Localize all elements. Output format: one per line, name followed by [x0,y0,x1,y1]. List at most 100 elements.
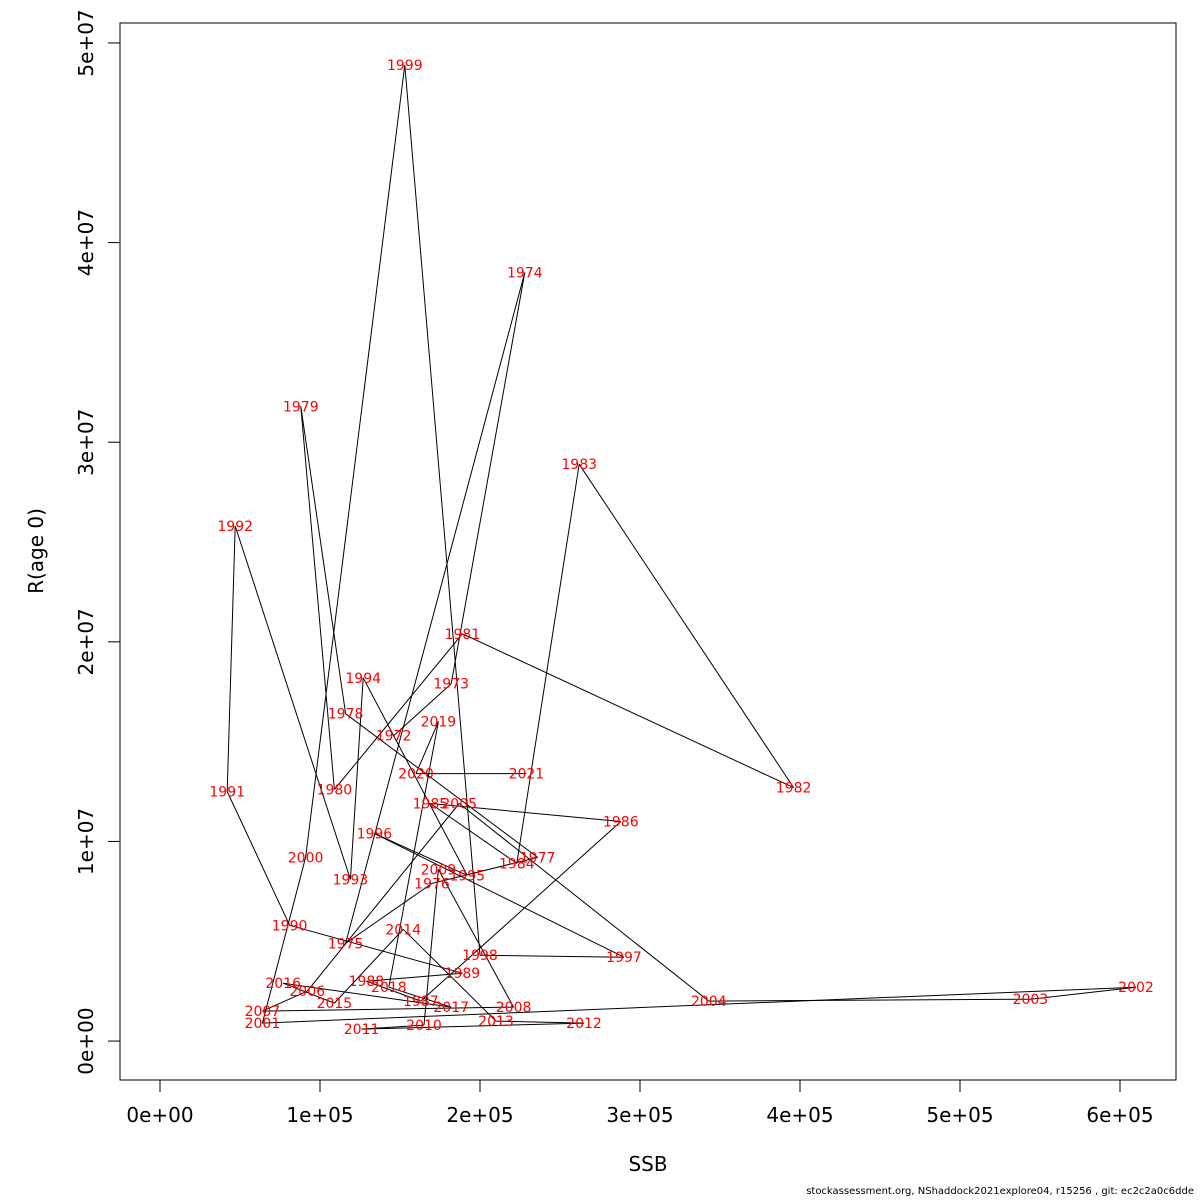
x-tick-label: 4e+05 [766,1103,833,1127]
path-segment-2014-2015 [334,928,404,1004]
point-label-2016: 2016 [265,976,301,992]
point-label-1984: 1984 [499,856,535,872]
point-label-1976: 1976 [414,876,450,892]
point-label-2005: 2005 [441,797,477,813]
path-segment-1985-1986 [430,803,621,822]
path-segment-1973-1974 [450,272,526,684]
point-label-1996: 1996 [357,827,393,843]
path-segment-2017-2018 [388,986,452,1008]
path-segment-1989-1990 [289,924,463,974]
point-label-1981: 1981 [445,627,481,643]
path-segment-1998-1999 [404,64,481,956]
path-segment-1991-1992 [226,525,236,792]
series-lines [226,64,1137,1030]
y-tick-label: 1e+07 [74,808,98,875]
x-tick-label: 5e+05 [926,1103,993,1127]
point-label-2014: 2014 [385,922,421,938]
point-label-2019: 2019 [421,715,457,731]
path-segment-1980-1981 [334,633,463,790]
point-label-2007: 2007 [245,1004,281,1020]
path-segment-2003-2004 [708,998,1031,1002]
point-label-1986: 1986 [603,815,639,831]
point-label-1978: 1978 [328,707,364,723]
x-tick-label: 2e+05 [446,1103,513,1127]
point-label-2001: 2001 [245,1016,281,1032]
point-label-1993: 1993 [333,872,369,888]
path-segment-2007-2008 [262,1006,514,1012]
point-label-2006: 2006 [289,984,325,1000]
point-label-2002: 2002 [1118,980,1154,996]
path-segment-2004-2005 [458,803,710,1002]
y-tick-label: 2e+07 [74,608,98,675]
path-segment-1992-1993 [234,525,351,880]
point-label-1991: 1991 [209,785,245,801]
path-segment-1981-1982 [462,633,794,789]
path-segment-2000-2001 [261,857,307,1024]
point-label-1985: 1985 [413,797,449,813]
path-segment-1988-1989 [366,972,463,982]
x-axis: 0e+00 1e+05 2e+05 3e+05 4e+05 5e+05 6e+05 [126,1079,1154,1127]
point-label-2008: 2008 [496,1000,532,1016]
point-label-1982: 1982 [776,781,812,797]
point-label-1997: 1997 [606,950,642,966]
point-label-1990: 1990 [272,918,308,934]
point-label-1987: 1987 [403,994,439,1010]
path-segment-2011-2012 [361,1022,585,1030]
path-segment-1978-1979 [300,406,347,714]
point-label-1988: 1988 [349,974,385,990]
point-label-1975: 1975 [328,936,364,952]
point-label-1977: 1977 [520,850,556,866]
path-segment-2013-2014 [402,928,497,1022]
x-axis-title: SSB [628,1152,667,1176]
path-segment-1983-1984 [516,464,580,864]
y-axis-title: R(age 0) [24,508,48,594]
path-segment-1997-1998 [479,954,625,958]
path-segment-2001-2002 [262,986,1137,1024]
path-segment-1999-2000 [305,64,406,858]
footer-credit: stockassessment.org, NShaddock2021explor… [806,1186,1194,1197]
x-tick-label: 6e+05 [1086,1103,1153,1127]
path-segment-2018-2019 [388,721,439,988]
point-label-1999: 1999 [387,58,423,74]
path-segment-1993-1994 [349,677,364,880]
y-axis: 0e+00 1e+07 2e+07 3e+07 4e+07 5e+07 [74,9,121,1075]
point-label-2011: 2011 [344,1022,380,1038]
path-segment-1990-1991 [226,791,291,926]
point-label-1974: 1974 [507,266,543,282]
point-label-2017: 2017 [433,1000,469,1016]
point-label-2000: 2000 [288,850,324,866]
point-label-2012: 2012 [566,1016,602,1032]
path-segment-2015-2016 [283,982,335,1004]
y-tick-label: 4e+07 [74,209,98,276]
point-label-1995: 1995 [449,868,485,884]
point-label-2003: 2003 [1013,992,1049,1008]
point-label-2004: 2004 [691,994,727,1010]
point-label-2021: 2021 [509,767,545,783]
path-segment-1984-1985 [430,803,518,864]
point-label-1979: 1979 [283,399,319,415]
path-segment-2016-2017 [283,982,452,1008]
x-tick-label: 3e+05 [606,1103,673,1127]
point-label-1972: 1972 [376,729,412,745]
path-segment-1979-1980 [300,406,335,790]
point-label-1989: 1989 [445,966,481,982]
point-label-2009: 2009 [421,862,457,878]
point-label-2018: 2018 [371,980,407,996]
point-label-1994: 1994 [345,671,381,687]
x-tick-label: 1e+05 [286,1103,353,1127]
path-segment-2019-2020 [415,721,439,774]
x-tick-label: 0e+00 [126,1103,193,1127]
path-segment-1982-1983 [578,463,795,788]
path-segment-1976-1977 [431,856,538,884]
y-tick-label: 3e+07 [74,409,98,476]
path-segment-1974-1975 [345,272,526,944]
path-segment-2002-2003 [1030,986,1137,1000]
path-segment-1995-1996 [374,833,468,876]
point-label-2020: 2020 [398,767,434,783]
point-label-2015: 2015 [317,996,353,1012]
point-labels: 1972 1973 1974 1975 1976 1977 1978 1979 1980 1981… [209,58,1153,1038]
point-label-1983: 1983 [561,457,597,473]
path-segment-2006-2007 [262,990,308,1012]
point-label-1973: 1973 [433,677,469,693]
path-segment-2005-2006 [306,803,460,992]
